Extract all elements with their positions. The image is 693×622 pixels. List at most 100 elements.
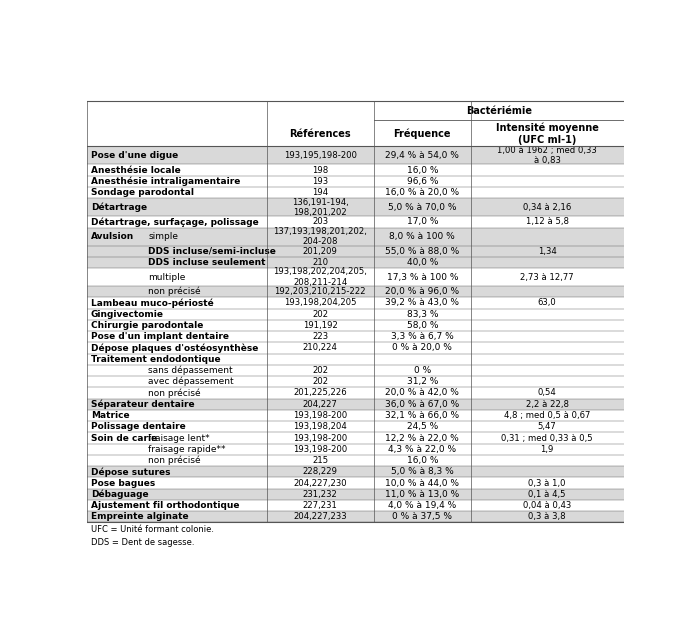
- Bar: [87, 443, 624, 455]
- Bar: [87, 228, 624, 246]
- Text: 136,191-194,
198,201,202: 136,191-194, 198,201,202: [292, 198, 349, 217]
- Text: 2,2 à 22,8: 2,2 à 22,8: [526, 400, 569, 409]
- Text: Intensité moyenne
(UFC ml-1): Intensité moyenne (UFC ml-1): [495, 123, 599, 145]
- Text: 1,9: 1,9: [541, 445, 554, 454]
- Text: avec dépassement: avec dépassement: [148, 377, 234, 386]
- Text: 31,2 %: 31,2 %: [407, 377, 438, 386]
- Text: 210: 210: [312, 258, 328, 267]
- Text: 198: 198: [312, 165, 328, 175]
- Text: 193,198,204: 193,198,204: [293, 422, 347, 431]
- Bar: [87, 511, 624, 522]
- Text: 16,0 % à 20,0 %: 16,0 % à 20,0 %: [385, 188, 459, 197]
- Text: 36,0 % à 67,0 %: 36,0 % à 67,0 %: [385, 400, 459, 409]
- Text: Bactériémie: Bactériémie: [466, 106, 532, 116]
- Text: 193,198-200: 193,198-200: [293, 434, 347, 442]
- Text: 20,0 % à 96,0 %: 20,0 % à 96,0 %: [385, 287, 459, 296]
- Bar: [87, 101, 624, 147]
- Bar: [87, 399, 624, 410]
- Text: fraisage lent*: fraisage lent*: [148, 434, 210, 442]
- Text: 193,198,202,204,205,
208,211-214: 193,198,202,204,205, 208,211-214: [273, 267, 367, 287]
- Text: 227,231: 227,231: [303, 501, 337, 510]
- Text: 191,192: 191,192: [303, 321, 337, 330]
- Text: 0 % à 20,0 %: 0 % à 20,0 %: [392, 343, 453, 353]
- Text: 1,00 à 1962 ; med 0,33
à 0,83: 1,00 à 1962 ; med 0,33 à 0,83: [498, 146, 597, 165]
- Text: DDS incluse seulement: DDS incluse seulement: [148, 258, 266, 267]
- Text: 4,0 % à 19,4 %: 4,0 % à 19,4 %: [388, 501, 457, 510]
- Text: 40,0 %: 40,0 %: [407, 258, 438, 267]
- Text: 2,73 à 12,77: 2,73 à 12,77: [520, 272, 574, 282]
- Text: 204,227,233: 204,227,233: [293, 513, 347, 521]
- Bar: [87, 388, 624, 399]
- Text: 215: 215: [312, 456, 328, 465]
- Text: 17,3 % à 100 %: 17,3 % à 100 %: [387, 272, 458, 282]
- Text: 201,225,226: 201,225,226: [293, 389, 347, 397]
- Bar: [87, 320, 624, 331]
- Text: Dépose plaques d'ostéosynthèse: Dépose plaques d'ostéosynthèse: [91, 343, 258, 353]
- Text: Débaguage: Débaguage: [91, 490, 148, 499]
- Bar: [87, 500, 624, 511]
- Text: Avulsion: Avulsion: [91, 232, 134, 241]
- Bar: [87, 410, 624, 421]
- Text: 63,0: 63,0: [538, 299, 556, 307]
- Text: 231,232: 231,232: [303, 490, 337, 499]
- Text: 223: 223: [312, 332, 328, 341]
- Text: Anesthésie locale: Anesthésie locale: [91, 165, 181, 175]
- Text: 3,3 % à 6,7 %: 3,3 % à 6,7 %: [391, 332, 454, 341]
- Bar: [87, 257, 624, 268]
- Text: Détartrage: Détartrage: [91, 203, 147, 212]
- Text: 17,0 %: 17,0 %: [407, 218, 438, 226]
- Text: 202: 202: [312, 310, 328, 318]
- Text: multiple: multiple: [148, 272, 186, 282]
- Text: 193: 193: [312, 177, 328, 186]
- Bar: [87, 466, 624, 478]
- Text: Pose bagues: Pose bagues: [91, 478, 155, 488]
- Text: 192,203,210,215-222: 192,203,210,215-222: [274, 287, 366, 296]
- Text: 0,3 à 3,8: 0,3 à 3,8: [528, 513, 566, 521]
- Text: Chirurgie parodontale: Chirurgie parodontale: [91, 321, 203, 330]
- Text: 39,2 % à 43,0 %: 39,2 % à 43,0 %: [385, 299, 459, 307]
- Bar: [87, 198, 624, 216]
- Text: 29,4 % à 54,0 %: 29,4 % à 54,0 %: [385, 151, 459, 160]
- Text: Pose d'un implant dentaire: Pose d'un implant dentaire: [91, 332, 229, 341]
- Bar: [87, 176, 624, 187]
- Text: 0,04 à 0,43: 0,04 à 0,43: [523, 501, 571, 510]
- Text: 55,0 % à 88,0 %: 55,0 % à 88,0 %: [385, 247, 459, 256]
- Text: 204,227,230: 204,227,230: [293, 478, 347, 488]
- Text: 12,2 % à 22,0 %: 12,2 % à 22,0 %: [385, 434, 459, 442]
- Text: DDS = Dent de sagesse.: DDS = Dent de sagesse.: [91, 538, 195, 547]
- Text: sans dépassement: sans dépassement: [148, 366, 233, 375]
- Text: DDS incluse/semi-incluse: DDS incluse/semi-incluse: [148, 247, 277, 256]
- Text: 11,0 % à 13,0 %: 11,0 % à 13,0 %: [385, 490, 459, 499]
- Bar: [87, 101, 624, 522]
- Bar: [87, 353, 624, 365]
- Text: 193,198-200: 193,198-200: [293, 411, 347, 420]
- Bar: [87, 246, 624, 257]
- Bar: [87, 365, 624, 376]
- Text: Matrice: Matrice: [91, 411, 130, 420]
- Text: 20,0 % à 42,0 %: 20,0 % à 42,0 %: [385, 389, 459, 397]
- Bar: [87, 455, 624, 466]
- Text: 4,8 ; med 0,5 à 0,67: 4,8 ; med 0,5 à 0,67: [504, 411, 590, 420]
- Text: 0 % à 37,5 %: 0 % à 37,5 %: [392, 513, 453, 521]
- Text: 1,12 à 5,8: 1,12 à 5,8: [526, 218, 569, 226]
- Bar: [87, 432, 624, 443]
- Text: Empreinte alginate: Empreinte alginate: [91, 513, 188, 521]
- Text: fraisage rapide**: fraisage rapide**: [148, 445, 226, 454]
- Text: 204,227: 204,227: [303, 400, 337, 409]
- Text: 202: 202: [312, 366, 328, 375]
- Text: Sondage parodontal: Sondage parodontal: [91, 188, 194, 197]
- Text: 0,3 à 1,0: 0,3 à 1,0: [529, 478, 566, 488]
- Text: 193,198-200: 193,198-200: [293, 445, 347, 454]
- Text: 201,209: 201,209: [303, 247, 337, 256]
- Text: 193,195,198-200: 193,195,198-200: [283, 151, 357, 160]
- Text: Ajustement fil orthodontique: Ajustement fil orthodontique: [91, 501, 239, 510]
- Text: Lambeau muco-périosté: Lambeau muco-périosté: [91, 298, 213, 308]
- Text: Traitement endodontique: Traitement endodontique: [91, 355, 220, 364]
- Text: 228,229: 228,229: [303, 467, 337, 476]
- Text: non précisé: non précisé: [148, 388, 201, 397]
- Text: 0,1 à 4,5: 0,1 à 4,5: [529, 490, 566, 499]
- Text: Anesthésie intraligamentaire: Anesthésie intraligamentaire: [91, 177, 240, 186]
- Text: non précisé: non précisé: [148, 287, 201, 297]
- Text: Séparateur dentaire: Séparateur dentaire: [91, 399, 195, 409]
- Text: 194: 194: [312, 188, 328, 197]
